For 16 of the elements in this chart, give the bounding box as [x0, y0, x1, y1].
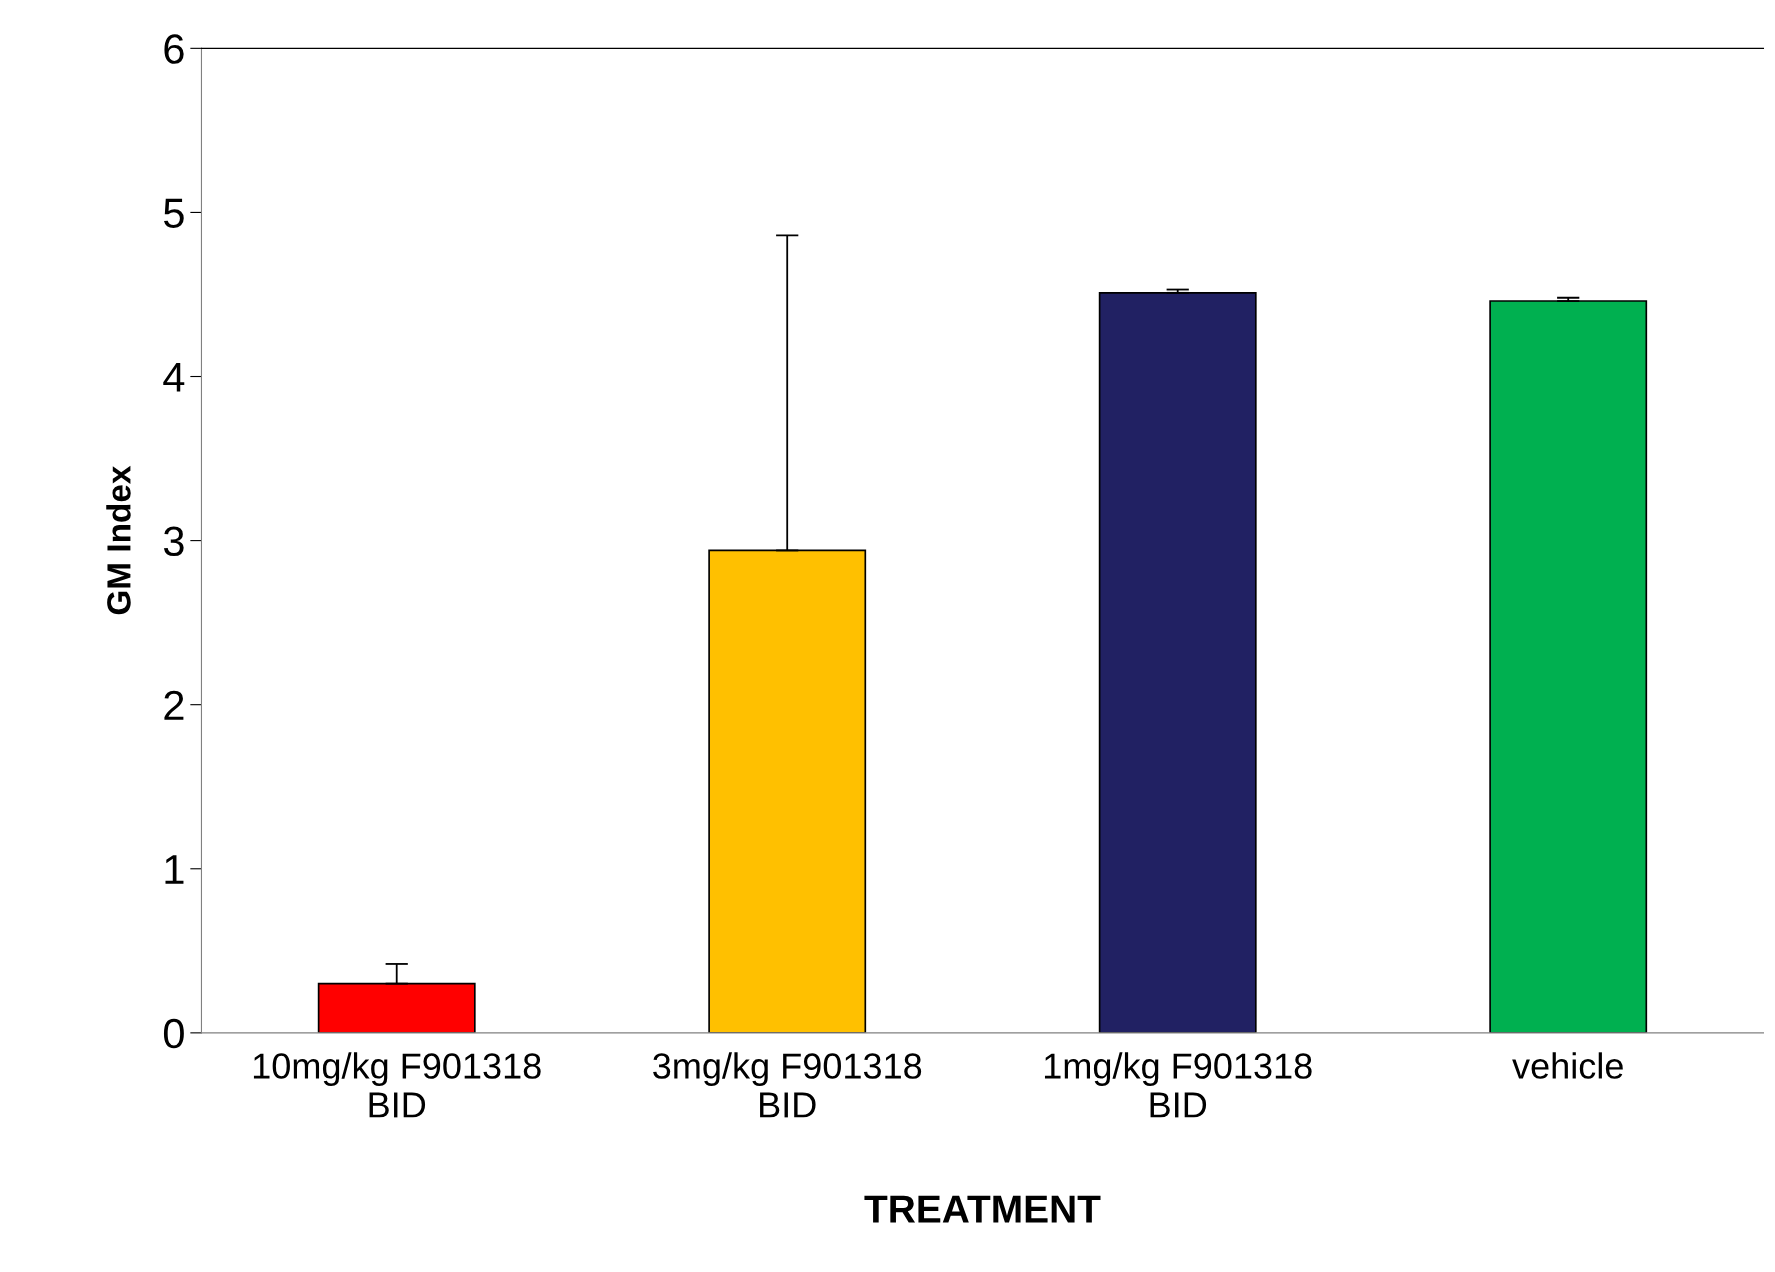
- y-tick-label: 3: [163, 526, 184, 557]
- x-tick-label: 10mg/kg F901318 BID: [253, 1052, 541, 1118]
- y-tick-label: 1: [165, 855, 184, 884]
- bar: [317, 982, 476, 1033]
- y-tick-label: 6: [164, 34, 184, 64]
- x-tick-label: vehicle: [1512, 1052, 1623, 1079]
- bar: [1489, 300, 1648, 1033]
- x-tick-label: 3mg/kg F901318 BID: [653, 1052, 922, 1118]
- y-tick-label: 4: [163, 362, 185, 392]
- bar: [1098, 291, 1257, 1033]
- x-tick-label: 1mg/kg F901318 BID: [1044, 1052, 1312, 1118]
- y-tick-label: 5: [163, 198, 184, 228]
- y-tick-label: 2: [164, 690, 184, 720]
- y-tick-label: 0: [163, 1018, 184, 1049]
- x-axis-title: TREATMENT: [864, 1195, 1101, 1223]
- y-axis-title: GM Index: [106, 465, 131, 615]
